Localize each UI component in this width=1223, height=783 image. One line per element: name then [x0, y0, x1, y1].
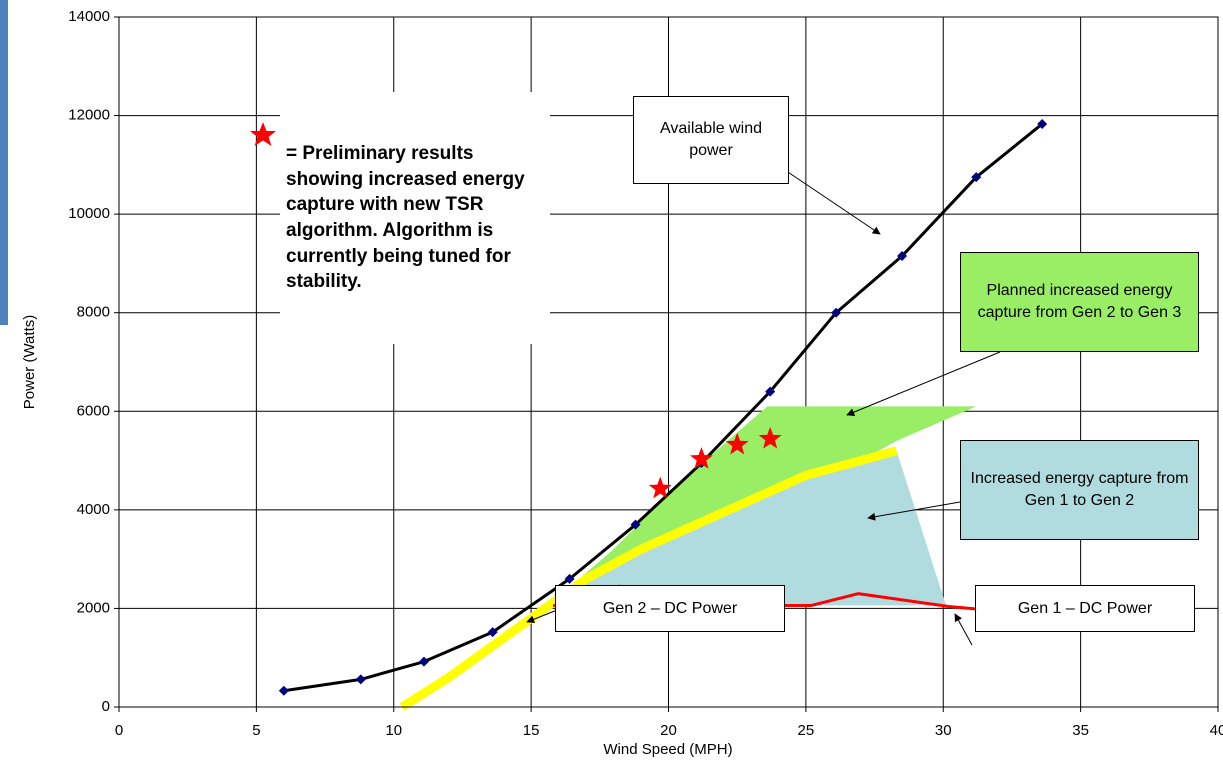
marker: [630, 519, 641, 530]
marker: [831, 307, 842, 318]
marker: [564, 573, 575, 584]
callout-arrow: [954, 613, 973, 646]
callout: Gen 2 – DC Power: [555, 585, 785, 632]
legend-star: [250, 122, 276, 146]
y-tick-label: 6000: [77, 402, 110, 419]
marker: [1037, 118, 1048, 129]
star: [725, 432, 749, 455]
y-tick-label: 4000: [77, 501, 110, 518]
marker: [278, 685, 289, 696]
x-tick-label: 5: [252, 722, 260, 739]
marker: [355, 674, 366, 685]
y-tick-label: 14000: [68, 8, 110, 25]
star: [758, 426, 782, 449]
marker: [765, 386, 776, 397]
star: [690, 447, 713, 469]
callout: Increased energy capture from Gen 1 to G…: [960, 440, 1199, 540]
x-tick-label: 30: [935, 722, 952, 739]
callout: Available wind power: [633, 96, 789, 184]
callout-arrow: [867, 501, 961, 521]
marker: [418, 656, 429, 667]
side-strip: [0, 0, 8, 325]
marker: [971, 172, 982, 183]
x-tick-label: 35: [1072, 722, 1089, 739]
x-tick-label: 25: [798, 722, 815, 739]
plot-border: [118, 16, 1219, 708]
area: [553, 450, 946, 606]
x-tick-label: 40: [1210, 722, 1223, 739]
star-note: = Preliminary results showing increased …: [280, 92, 550, 344]
area: [544, 406, 977, 609]
y-tick-label: 0: [102, 698, 110, 715]
y-tick-label: 8000: [77, 304, 110, 321]
x-tick-label: 15: [523, 722, 540, 739]
y-tick-label: 2000: [77, 599, 110, 616]
y-axis-label: Power (Watts): [21, 315, 38, 409]
line: [399, 446, 898, 711]
callout-arrow: [846, 351, 1001, 416]
callout: Planned increased energy capture from Ge…: [960, 252, 1199, 352]
y-tick-label: 10000: [68, 205, 110, 222]
callout: Gen 1 – DC Power: [975, 585, 1195, 632]
x-tick-label: 0: [115, 722, 123, 739]
x-axis-label: Wind Speed (MPH): [603, 741, 732, 758]
marker: [897, 251, 908, 262]
x-tick-label: 10: [385, 722, 402, 739]
marker: [487, 627, 498, 638]
line: [283, 122, 1044, 693]
y-tick-label: 12000: [68, 107, 110, 124]
star: [648, 476, 672, 499]
x-tick-label: 20: [660, 722, 677, 739]
